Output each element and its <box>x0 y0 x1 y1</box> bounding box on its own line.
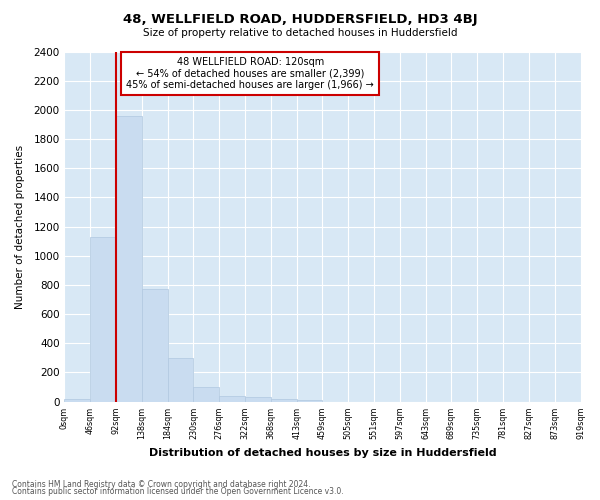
Text: 48 WELLFIELD ROAD: 120sqm
← 54% of detached houses are smaller (2,399)
45% of se: 48 WELLFIELD ROAD: 120sqm ← 54% of detac… <box>127 57 374 90</box>
Y-axis label: Number of detached properties: Number of detached properties <box>15 144 25 308</box>
Bar <box>296 400 322 402</box>
Bar <box>245 398 271 402</box>
Bar <box>219 396 245 402</box>
Bar <box>167 358 193 402</box>
Bar <box>64 399 90 402</box>
Text: Contains HM Land Registry data © Crown copyright and database right 2024.: Contains HM Land Registry data © Crown c… <box>12 480 311 489</box>
Bar <box>142 290 167 402</box>
Bar <box>90 237 116 402</box>
Text: Contains public sector information licensed under the Open Government Licence v3: Contains public sector information licen… <box>12 487 344 496</box>
Text: Size of property relative to detached houses in Huddersfield: Size of property relative to detached ho… <box>143 28 457 38</box>
Bar <box>271 399 296 402</box>
Text: 48, WELLFIELD ROAD, HUDDERSFIELD, HD3 4BJ: 48, WELLFIELD ROAD, HUDDERSFIELD, HD3 4B… <box>122 12 478 26</box>
X-axis label: Distribution of detached houses by size in Huddersfield: Distribution of detached houses by size … <box>149 448 496 458</box>
Bar <box>116 116 142 402</box>
Bar <box>193 387 219 402</box>
